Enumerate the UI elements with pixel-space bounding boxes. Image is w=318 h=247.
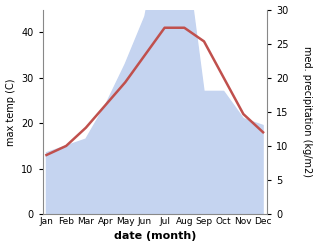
Y-axis label: med. precipitation (kg/m2): med. precipitation (kg/m2) [302, 46, 313, 177]
X-axis label: date (month): date (month) [114, 231, 196, 242]
Y-axis label: max temp (C): max temp (C) [5, 78, 16, 145]
